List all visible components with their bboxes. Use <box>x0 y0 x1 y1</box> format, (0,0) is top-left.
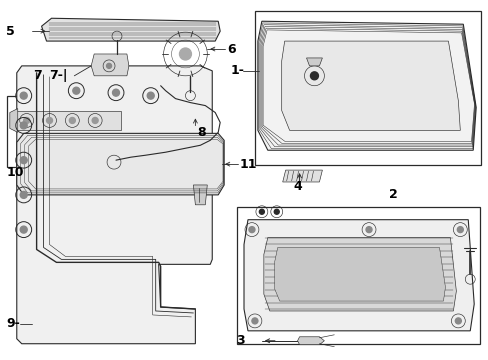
Circle shape <box>179 48 191 60</box>
Text: 7-|: 7-| <box>49 69 68 82</box>
Polygon shape <box>264 238 455 311</box>
Text: 7: 7 <box>33 69 41 82</box>
Circle shape <box>46 117 52 123</box>
Circle shape <box>20 192 27 198</box>
Circle shape <box>24 117 30 123</box>
Polygon shape <box>282 170 322 182</box>
Text: 1-: 1- <box>230 64 244 77</box>
Bar <box>7 96 134 167</box>
Polygon shape <box>306 58 322 66</box>
Polygon shape <box>17 66 212 344</box>
Circle shape <box>248 227 254 233</box>
Circle shape <box>259 209 264 214</box>
Circle shape <box>147 92 154 99</box>
Circle shape <box>20 226 27 233</box>
Text: 3: 3 <box>236 334 244 347</box>
Circle shape <box>310 72 318 80</box>
Circle shape <box>456 227 462 233</box>
Circle shape <box>112 89 119 96</box>
Text: 4: 4 <box>293 180 302 193</box>
Circle shape <box>454 318 460 324</box>
Circle shape <box>73 87 80 94</box>
Circle shape <box>69 117 75 123</box>
Polygon shape <box>14 111 121 130</box>
Circle shape <box>274 209 279 214</box>
Circle shape <box>251 318 257 324</box>
Text: 8: 8 <box>197 126 205 139</box>
Polygon shape <box>244 220 473 331</box>
Polygon shape <box>41 18 220 41</box>
Circle shape <box>92 117 98 123</box>
Polygon shape <box>257 21 475 150</box>
Text: 11: 11 <box>240 158 257 171</box>
Polygon shape <box>91 54 129 76</box>
Bar <box>237 207 479 344</box>
Polygon shape <box>193 185 207 205</box>
Bar <box>254 11 480 165</box>
Text: 2: 2 <box>388 188 397 201</box>
Polygon shape <box>281 41 459 130</box>
Circle shape <box>20 122 27 129</box>
Polygon shape <box>297 337 324 345</box>
Text: 10: 10 <box>7 166 24 179</box>
Text: 9-: 9- <box>7 318 20 330</box>
Text: 6: 6 <box>226 42 235 55</box>
Polygon shape <box>17 133 224 195</box>
Circle shape <box>366 227 371 233</box>
Circle shape <box>20 92 27 99</box>
Polygon shape <box>274 247 445 301</box>
Polygon shape <box>10 109 18 132</box>
Circle shape <box>20 157 27 164</box>
Text: 5: 5 <box>6 24 15 38</box>
Circle shape <box>106 63 111 68</box>
